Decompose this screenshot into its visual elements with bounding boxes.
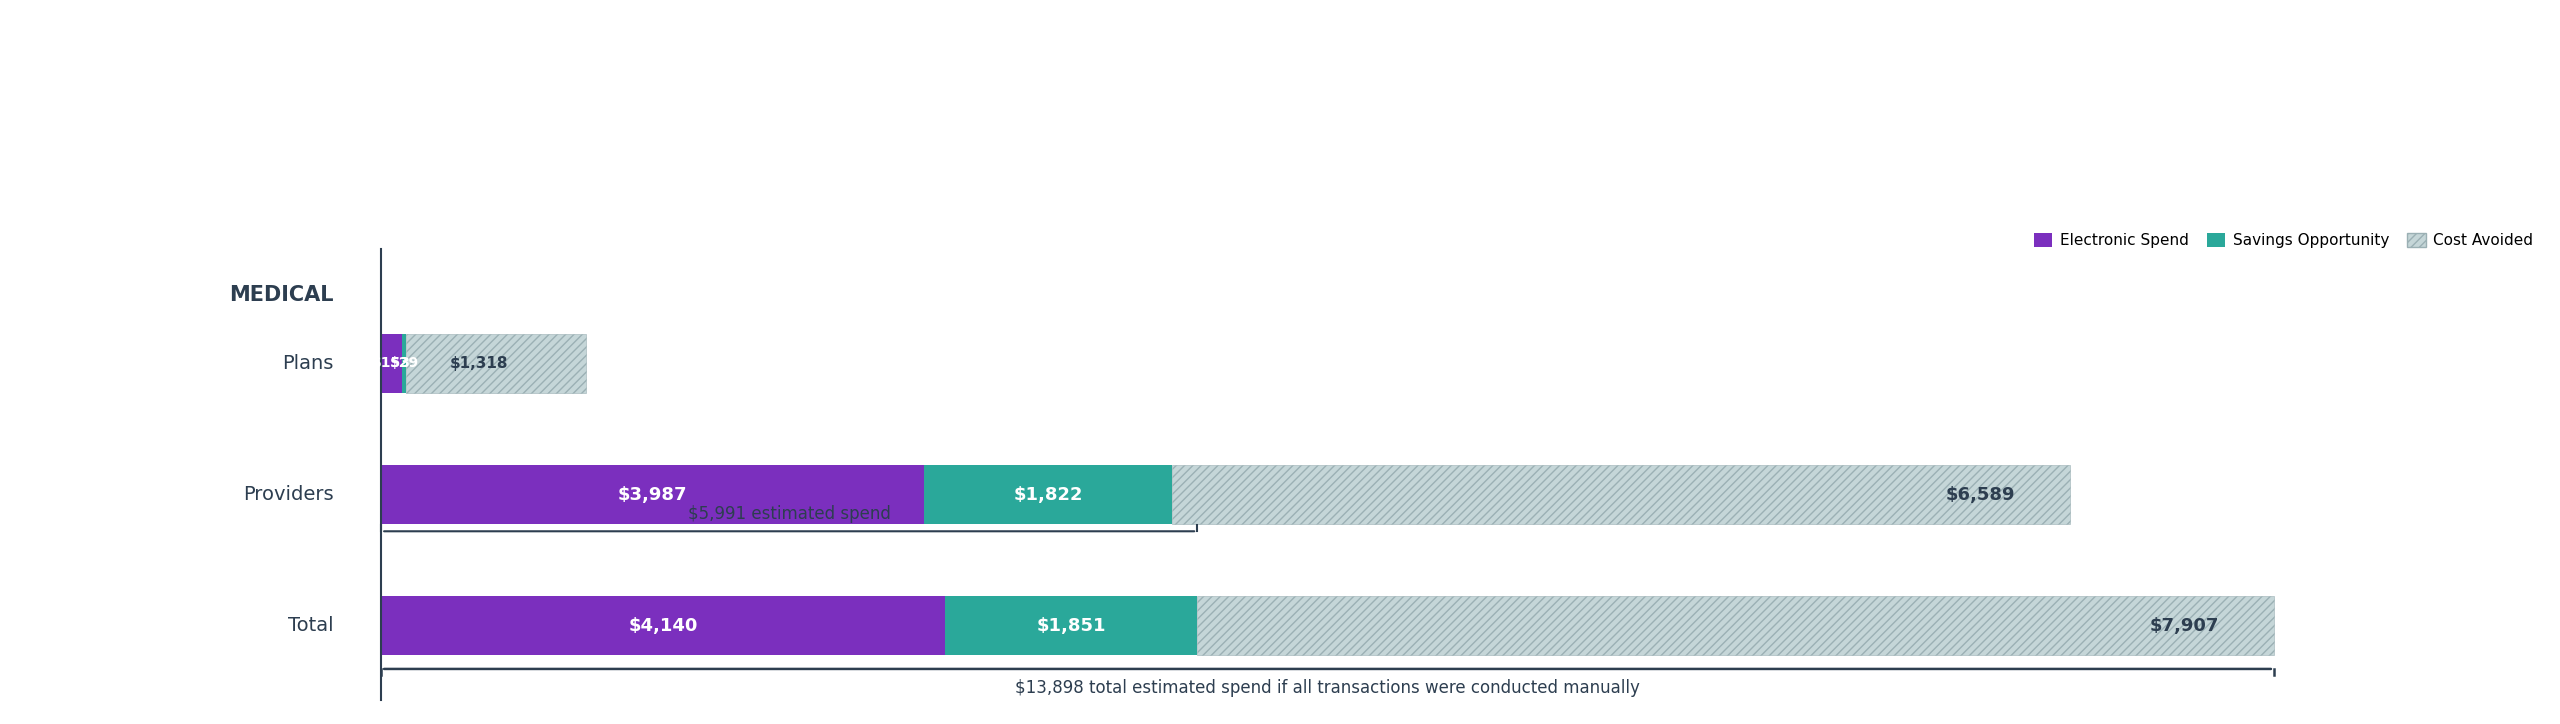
Text: MEDICAL: MEDICAL — [228, 285, 333, 306]
Text: $4,140: $4,140 — [627, 617, 699, 635]
Text: $1,851: $1,851 — [1037, 617, 1106, 635]
Text: Figure 29: Remittance Advice: How Much is Being Spent and How Much More Can Be S: Figure 29: Remittance Advice: How Much i… — [41, 63, 1702, 89]
Text: $6,589: $6,589 — [1946, 486, 2015, 504]
Text: Total: Total — [287, 616, 333, 635]
Bar — [381, 596, 945, 655]
Text: $13,898 total estimated spend if all transactions were conducted manually: $13,898 total estimated spend if all tra… — [1016, 679, 1641, 697]
Text: $153: $153 — [371, 356, 412, 371]
Text: 2019 CAQH Index (in millions): 2019 CAQH Index (in millions) — [41, 156, 486, 182]
Text: $3,987: $3,987 — [617, 486, 689, 504]
Bar — [381, 334, 402, 393]
Legend: Electronic Spend, Savings Opportunity, Cost Avoided: Electronic Spend, Savings Opportunity, C… — [2028, 227, 2540, 254]
Text: $7,907: $7,907 — [2150, 617, 2220, 635]
Text: $5,991 estimated spend: $5,991 estimated spend — [689, 505, 891, 523]
Bar — [945, 596, 1198, 655]
Bar — [1172, 465, 2068, 524]
Bar — [407, 334, 586, 393]
Bar — [1198, 596, 2273, 655]
Text: $1,318: $1,318 — [451, 356, 507, 371]
Text: Providers: Providers — [243, 485, 333, 504]
Bar — [402, 334, 407, 393]
Text: Plans: Plans — [282, 354, 333, 373]
Text: $29: $29 — [389, 356, 420, 371]
Bar — [924, 465, 1172, 524]
Text: $1,822: $1,822 — [1014, 486, 1083, 504]
Bar — [381, 465, 924, 524]
